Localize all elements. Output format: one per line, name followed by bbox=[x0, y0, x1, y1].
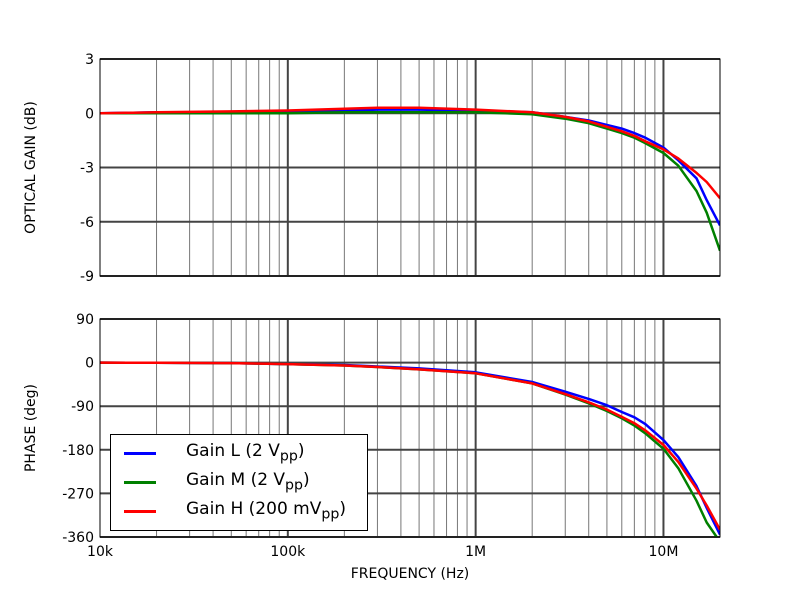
y-tick-label-gain: 0 bbox=[85, 106, 94, 122]
series-line-phase-2 bbox=[100, 361, 720, 531]
legend-item-gain-m: Gain M (2 Vpp) bbox=[111, 468, 310, 496]
y-tick-label-gain: -6 bbox=[80, 215, 94, 231]
legend-item-gain-l: Gain L (2 Vpp) bbox=[111, 439, 304, 467]
y-tick-label-phase: -90 bbox=[71, 399, 94, 415]
axes-frame-phase bbox=[99, 318, 721, 538]
y-tick-label-gain: -9 bbox=[80, 269, 94, 285]
series-line-gain-2 bbox=[100, 106, 720, 199]
legend-swatch-blue bbox=[124, 451, 156, 455]
y-tick-label-gain: 3 bbox=[85, 52, 94, 68]
x-tick-label: 10k bbox=[87, 544, 114, 560]
legend-label: Gain M (2 Vpp) bbox=[186, 470, 310, 494]
legend-swatch-red bbox=[124, 509, 156, 513]
x-tick-label: 10M bbox=[649, 544, 679, 560]
y-axis-label-gain: OPTICAL GAIN (dB) bbox=[23, 101, 39, 234]
y-tick-label-phase: 0 bbox=[85, 356, 94, 372]
legend-swatch-green bbox=[124, 480, 156, 484]
y-tick-label-gain: -3 bbox=[80, 161, 94, 177]
y-tick-label-phase: 90 bbox=[76, 312, 94, 328]
x-tick-label: 1M bbox=[465, 544, 486, 560]
legend-item-gain-h: Gain H (200 mVpp) bbox=[111, 497, 346, 525]
legend-label: Gain L (2 Vpp) bbox=[186, 441, 305, 465]
y-tick-label-phase: -360 bbox=[62, 530, 94, 546]
axes-frame-gain bbox=[99, 58, 721, 277]
series-line-gain-1 bbox=[100, 111, 720, 252]
y-tick-label-phase: -270 bbox=[62, 486, 94, 502]
y-tick-label-phase: -180 bbox=[62, 443, 94, 459]
legend-label: Gain H (200 mVpp) bbox=[186, 499, 346, 523]
y-axis-label-phase: PHASE (deg) bbox=[23, 384, 39, 472]
legend: Gain L (2 Vpp) Gain M (2 Vpp) Gain H (20… bbox=[110, 434, 368, 531]
x-tick-label: 100k bbox=[270, 544, 306, 560]
x-axis-label: FREQUENCY (Hz) bbox=[351, 566, 470, 582]
